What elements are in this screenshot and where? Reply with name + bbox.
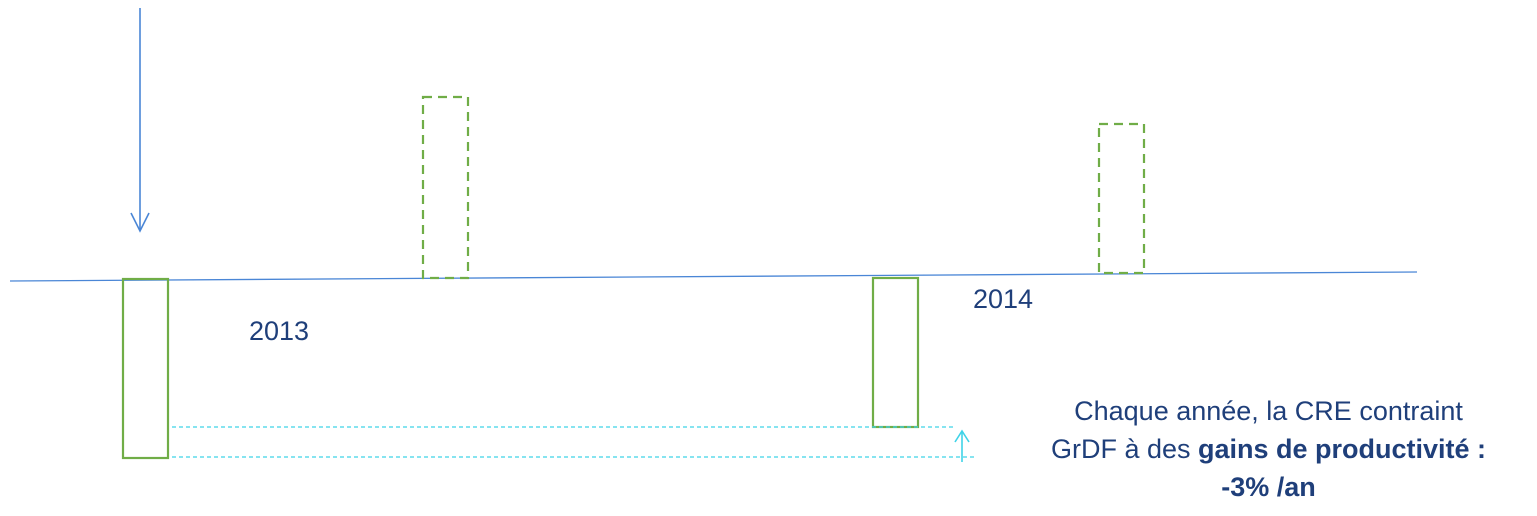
year-label-2013: 2013 [249,316,310,346]
baseline-axis [9,271,1418,282]
down-arrow-head [130,212,150,233]
caption-line-2-prefix: GrDF à des [1050,434,1198,464]
caption-line-3: -3% /an [1000,468,1537,506]
caption-line-2: GrDF à des gains de productivité : [1000,430,1537,468]
caption-line-1: Chaque année, la CRE contraint [1074,396,1463,426]
productivity-caption: Chaque année, la CRE contraint GrDF à de… [1000,392,1537,506]
up-arrow-head [954,429,970,443]
bar-2013-dashed [421,95,470,280]
caption-line-2-bold: gains de productivité : [1198,434,1487,464]
bar-2013-cost [121,277,170,460]
bar-2014-cost [871,276,920,429]
caption-rate: -3% /an [1221,472,1316,502]
year-label-2014: 2014 [973,284,1034,314]
bar-2014-dashed [1097,122,1146,275]
